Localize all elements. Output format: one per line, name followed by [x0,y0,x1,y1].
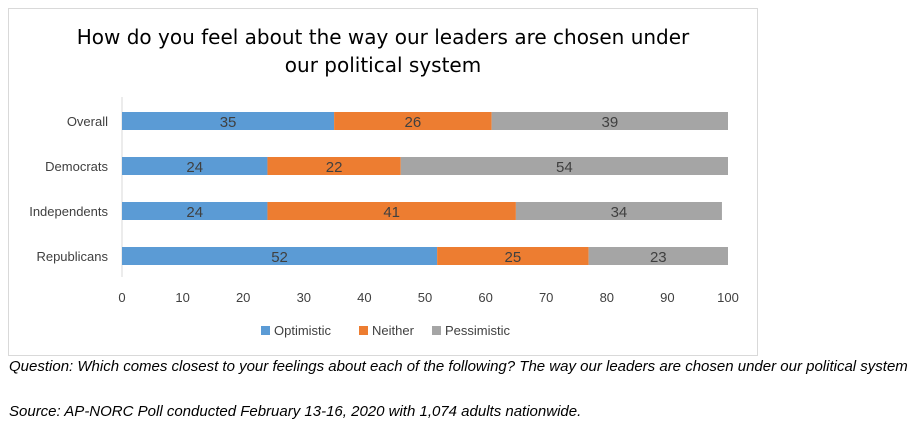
x-tick-label-40: 40 [357,290,371,305]
category-label-republicans: Republicans [36,249,108,264]
data-label-pessimistic-overall: 39 [601,114,618,131]
x-tick-label-50: 50 [418,290,432,305]
bar-chart: Overall 35 26 39 Democrats 24 22 54 Independents… [29,97,739,338]
bar-neither-republicans [437,247,589,265]
data-label-optimistic-republicans: 52 [271,249,288,266]
legend-label-neither: Neither [372,323,415,338]
caption-question: Question: Which comes closest to your fe… [9,358,908,375]
data-label-optimistic-independents: 24 [186,204,203,221]
x-tick-label-60: 60 [478,290,492,305]
category-label-overall: Overall [67,114,108,129]
legend-swatch-pessimistic [432,326,441,335]
bar-neither-democrats [267,157,401,175]
legend-swatch-neither [359,326,368,335]
x-tick-label-80: 80 [600,290,614,305]
bar-neither-overall [334,112,492,130]
bar-optimistic-democrats [122,157,268,175]
bar-pessimistic-republicans [588,247,728,265]
x-tick-label-100: 100 [717,290,739,305]
x-tick-label-0: 0 [118,290,125,305]
x-tick-label-30: 30 [297,290,311,305]
data-label-optimistic-overall: 35 [220,114,237,131]
category-label-democrats: Democrats [45,159,108,174]
x-tick-label-90: 90 [660,290,674,305]
data-label-pessimistic-independents: 34 [611,204,628,221]
bar-pessimistic-democrats [400,157,728,175]
x-tick-label-10: 10 [175,290,189,305]
legend-swatch-optimistic [261,326,270,335]
bar-optimistic-overall [122,112,335,130]
x-tick-label-20: 20 [236,290,250,305]
legend-label-optimistic: Optimistic [274,323,332,338]
x-tick-label-70: 70 [539,290,553,305]
chart-frame: How do you feel about the way our leader… [8,8,758,356]
chart-title-line-2: our political system [284,53,482,77]
data-label-neither-democrats: 22 [326,159,343,176]
data-label-optimistic-democrats: 24 [186,159,203,176]
category-label-independents: Independents [29,204,108,219]
data-label-neither-overall: 26 [405,114,422,131]
chart-title: How do you feel about the way our leader… [9,23,757,79]
legend-label-pessimistic: Pessimistic [445,323,511,338]
caption-source: Source: AP-NORC Poll conducted February … [9,403,582,420]
bar-pessimistic-overall [491,112,728,130]
bar-optimistic-republicans [122,247,438,265]
chart-title-line-1: How do you feel about the way our leader… [76,25,690,49]
data-label-pessimistic-democrats: 54 [556,159,573,176]
data-label-pessimistic-republicans: 23 [650,249,667,266]
bar-neither-independents [267,202,516,220]
bar-optimistic-independents [122,202,268,220]
data-label-neither-independents: 41 [383,204,400,221]
data-label-neither-republicans: 25 [505,249,522,266]
bar-pessimistic-independents [515,202,722,220]
